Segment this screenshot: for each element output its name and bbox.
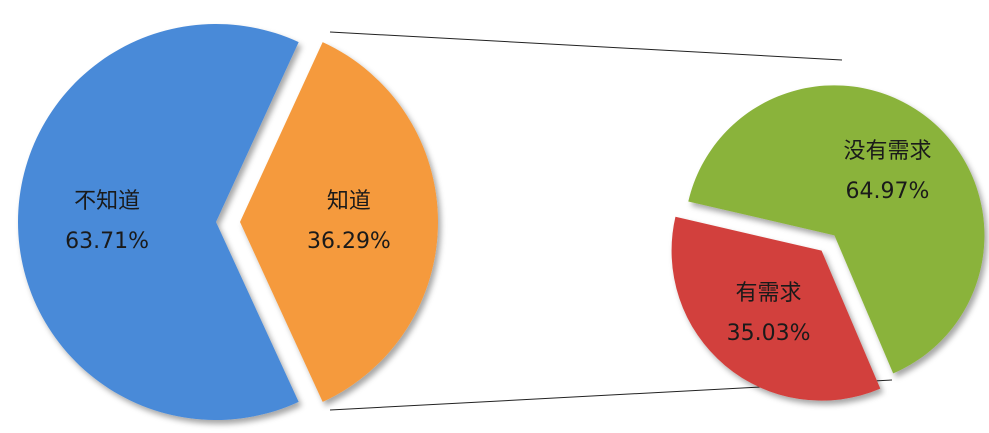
slice-label: 有需求: [736, 281, 802, 306]
pie-slice: [18, 23, 299, 420]
pie-slice: [240, 42, 438, 402]
pie-slice: [688, 85, 985, 374]
connector-line: [329, 31, 843, 61]
slice-label: 不知道: [74, 189, 140, 214]
value-label: 36.29%: [307, 229, 391, 254]
value-label: 64.97%: [846, 179, 930, 204]
value-label: 35.03%: [727, 321, 811, 346]
value-label: 63.71%: [65, 229, 149, 254]
pie-slice: [671, 216, 881, 401]
slice-label: 知道: [327, 189, 371, 214]
slice-label: 没有需求: [843, 139, 931, 164]
